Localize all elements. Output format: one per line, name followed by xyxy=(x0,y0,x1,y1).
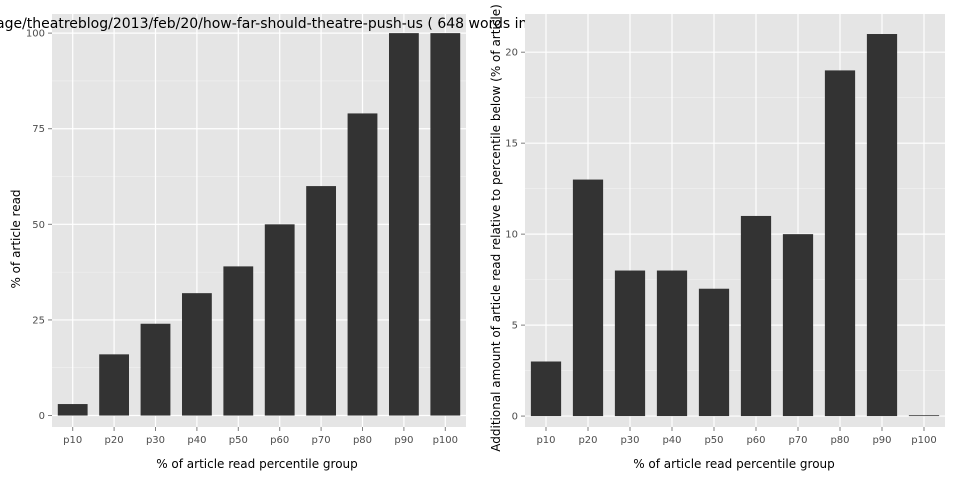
chart-right-y-ticks: 0 5 10 15 20 xyxy=(505,48,525,423)
bar-p10 xyxy=(530,361,562,417)
x-tick-label: p20 xyxy=(105,435,124,446)
x-tick-label: p10 xyxy=(536,435,555,446)
bar-p50 xyxy=(698,288,730,417)
bar-p60 xyxy=(264,224,295,416)
y-tick-label: 15 xyxy=(505,139,518,150)
bar-p10 xyxy=(57,404,88,416)
x-tick-label: p80 xyxy=(830,435,849,446)
x-tick-label: p90 xyxy=(394,435,413,446)
chart-right-bars xyxy=(530,34,940,417)
bar-p40 xyxy=(656,270,688,417)
chart-left-title: age/theatreblog/2013/feb/20/how-far-shou… xyxy=(0,16,527,32)
bar-p30 xyxy=(140,323,171,416)
y-tick-label: 0 xyxy=(512,412,518,423)
y-tick-label: 10 xyxy=(505,230,518,241)
y-tick-label: 0 xyxy=(39,411,45,422)
x-tick-label: p10 xyxy=(63,435,82,446)
chart-right-y-axis-title: Additional amount of article read relati… xyxy=(489,4,503,452)
x-tick-label: p30 xyxy=(620,435,639,446)
x-tick-label: p60 xyxy=(270,435,289,446)
y-tick-label: 100 xyxy=(26,29,45,40)
x-tick-label: p40 xyxy=(187,435,206,446)
chart-left-y-ticks: 0 25 50 75 100 xyxy=(26,29,52,422)
bar-p90 xyxy=(388,33,419,416)
chart-right: 0 5 10 15 20 p10 p20 p30 p40 p50 p60 p70 p80 p90 p100… xyxy=(489,4,945,471)
bar-p20 xyxy=(99,354,130,416)
chart-right-x-ticks: p10 p20 p30 p40 p50 p60 p70 p80 p90 p100 xyxy=(536,427,937,446)
chart-left-bars xyxy=(57,33,461,416)
x-tick-label: p70 xyxy=(312,435,331,446)
x-tick-label: p40 xyxy=(662,435,681,446)
bar-p80 xyxy=(824,70,856,417)
x-tick-label: p60 xyxy=(746,435,765,446)
y-tick-label: 25 xyxy=(32,315,45,326)
y-tick-label: 20 xyxy=(505,48,518,59)
bar-p70 xyxy=(782,234,814,417)
chart-left-x-axis-title: % of article read percentile group xyxy=(156,457,358,471)
chart-left-x-ticks: p10 p20 p30 p40 p50 p60 p70 p80 p90 p100 xyxy=(63,427,458,446)
x-tick-label: p50 xyxy=(229,435,248,446)
x-tick-label: p30 xyxy=(146,435,165,446)
bar-p40 xyxy=(181,293,212,416)
bar-p80 xyxy=(347,113,378,416)
x-tick-label: p50 xyxy=(704,435,723,446)
x-tick-label: p20 xyxy=(578,435,597,446)
x-tick-label: p80 xyxy=(353,435,372,446)
bar-p100 xyxy=(908,415,940,417)
bar-p30 xyxy=(614,270,646,417)
bar-p100 xyxy=(430,33,461,416)
bar-p60 xyxy=(740,215,772,417)
bar-p50 xyxy=(223,266,254,416)
x-tick-label: p70 xyxy=(788,435,807,446)
chart-right-x-axis-title: % of article read percentile group xyxy=(633,457,835,471)
x-tick-label: p100 xyxy=(433,435,458,446)
bar-p20 xyxy=(572,179,604,417)
chart-left-y-axis-title: % of article read xyxy=(9,189,23,288)
x-tick-label: p100 xyxy=(911,435,936,446)
y-tick-label: 75 xyxy=(32,124,45,135)
x-tick-label: p90 xyxy=(872,435,891,446)
y-tick-label: 50 xyxy=(32,220,45,231)
bar-p70 xyxy=(306,186,337,416)
y-tick-label: 5 xyxy=(512,321,518,332)
bar-p90 xyxy=(866,34,898,417)
